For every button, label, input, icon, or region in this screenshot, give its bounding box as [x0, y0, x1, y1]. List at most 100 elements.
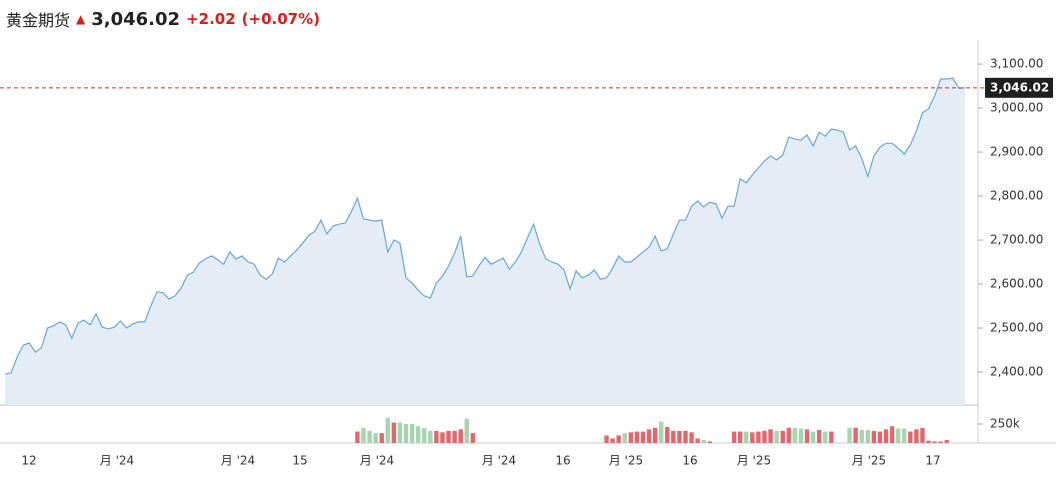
volume-bar [798, 428, 804, 443]
x-tick-label: 月 '25 [852, 454, 886, 468]
x-tick-label: 17 [925, 454, 940, 468]
last-price-box [985, 77, 1053, 98]
volume-bar [403, 424, 409, 443]
volume-bar [768, 429, 773, 443]
up-arrow: ▲ [76, 12, 86, 26]
volume-bar [640, 431, 646, 443]
y-tick-label: 2,800.00 [990, 189, 1043, 203]
volume-bar [914, 429, 919, 443]
volume-bar [695, 438, 700, 443]
x-tick-label: 15 [292, 454, 307, 468]
volume-bar [810, 431, 816, 443]
y-tick-label: 2,500.00 [990, 321, 1043, 335]
volume-bar [434, 430, 439, 443]
volume-bar [683, 430, 688, 443]
volume-bar [938, 441, 943, 443]
volume-bar [847, 427, 852, 443]
volume-bar [409, 424, 415, 443]
volume-bar [816, 430, 822, 443]
x-tick-label: 月 '24 [360, 454, 394, 468]
volume-bar [458, 429, 463, 443]
volume-bar [428, 430, 433, 443]
y-tick-label: 2,900.00 [990, 145, 1043, 159]
price: 3,046.02 [91, 8, 181, 30]
volume-bar [829, 431, 834, 443]
volume-bar [780, 430, 785, 443]
last-price-label: 3,046.02 [990, 80, 1049, 94]
volume-bar [689, 432, 694, 443]
volume-bar [804, 429, 810, 443]
instrument-name: 黄金期货 [6, 11, 71, 30]
volume-bar [908, 431, 913, 443]
y2-tick-label: 250k [990, 417, 1020, 431]
volume-bar [792, 427, 798, 443]
volume-bar [397, 422, 403, 443]
volume-bar [932, 441, 937, 443]
change-pct: (+0.07%) [241, 10, 320, 28]
volume-bar [422, 427, 427, 443]
volume-bar [379, 433, 384, 443]
volume-bar [762, 430, 767, 443]
volume-bar [774, 430, 779, 443]
volume-bar [373, 433, 378, 443]
volume-bar [361, 427, 366, 443]
y-tick-label: 2,400.00 [990, 365, 1043, 379]
volume-bar [355, 431, 360, 443]
price-line [4, 77, 966, 375]
volume-bar [367, 430, 372, 443]
volume-bar [737, 431, 743, 443]
volume-bar [610, 438, 615, 443]
volume-bar [926, 440, 931, 443]
volume-bar [871, 430, 877, 443]
volume-bar [604, 435, 609, 443]
x-tick-label: 月 '25 [737, 454, 771, 468]
volume-bar [415, 426, 421, 443]
volume-bar [659, 421, 664, 443]
volume-bar [671, 430, 676, 443]
x-tick-label: 月 '25 [609, 454, 643, 468]
volume-bar [707, 441, 713, 443]
volume-bar [823, 431, 828, 443]
volume-bar [859, 430, 864, 443]
y-tick-label: 3,100.00 [990, 57, 1043, 71]
volume-bar [744, 431, 749, 443]
volume-bar [470, 433, 476, 443]
volume-bar [665, 427, 670, 443]
x-tick-label: 月 '24 [100, 454, 134, 468]
volume-bar [883, 429, 889, 443]
y-tick-label: 2,600.00 [990, 277, 1043, 291]
volume-bar [944, 439, 949, 443]
x-tick-label: 16 [682, 454, 697, 468]
x-tick-label: 月 '24 [482, 454, 516, 468]
volume-bar [652, 427, 658, 443]
volume-bar [385, 417, 390, 443]
volume-bar [646, 429, 652, 443]
area [5, 78, 965, 405]
volume-bar [628, 432, 634, 443]
volume-bar [634, 431, 640, 443]
header: 黄金期货 ▲ 3,046.02 +2.02 (+0.07%) [6, 6, 320, 32]
volume-bar [889, 426, 895, 443]
volume-bar [391, 422, 397, 443]
volume-bar [677, 430, 682, 443]
volume-bar [452, 430, 457, 443]
change: +2.02 [186, 10, 236, 28]
x-tick-label: 月 '24 [221, 454, 255, 468]
volume-bar [616, 435, 621, 443]
volume-bar [756, 431, 761, 443]
volume-bar [920, 427, 925, 443]
volume-bar [731, 431, 737, 443]
volume-bar [786, 427, 791, 443]
y-tick-label: 2,700.00 [990, 233, 1043, 247]
volume-bar [440, 432, 445, 443]
volume-bar [701, 439, 706, 443]
volume-bar [446, 430, 451, 443]
volume-bar [853, 427, 858, 443]
volume-bar [865, 430, 870, 443]
x-tick-label: 16 [555, 454, 570, 468]
volume-bar [464, 418, 469, 443]
volume-bar [622, 433, 627, 443]
volume-bar [895, 428, 901, 443]
